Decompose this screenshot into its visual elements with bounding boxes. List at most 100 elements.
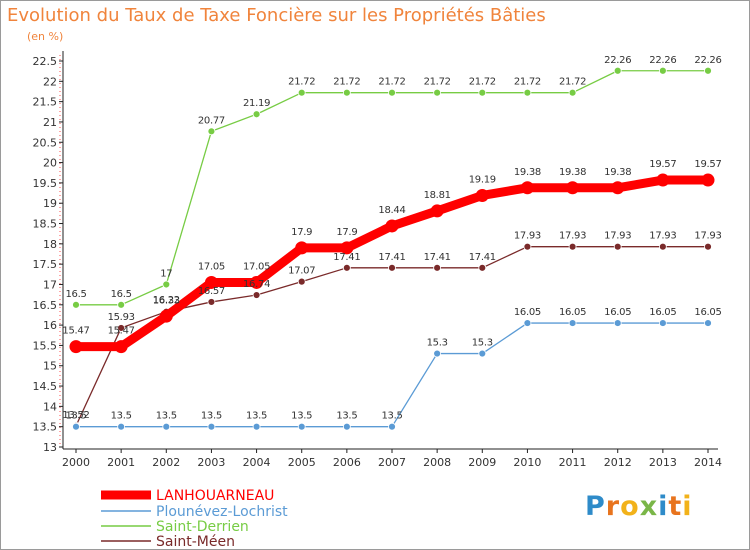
data-point [295, 241, 309, 255]
data-label: 16.05 [649, 307, 676, 318]
data-point [72, 422, 80, 431]
chart-title: Evolution du Taux de Taxe Foncière sur l… [7, 5, 546, 26]
data-point [204, 275, 218, 289]
data-point [704, 66, 712, 75]
data-label: 21.72 [288, 77, 315, 88]
data-label: 21.72 [333, 77, 360, 88]
data-point [117, 324, 126, 332]
data-label: 19.38 [604, 167, 631, 178]
data-point [207, 298, 216, 306]
data-point [388, 422, 396, 431]
data-point [568, 242, 577, 251]
data-label: 16.74 [243, 279, 270, 290]
x-tick-label: 2014 [694, 456, 722, 469]
y-tick-label: 22.5 [33, 55, 58, 68]
x-tick-label: 2011 [559, 456, 587, 469]
legend-label: LANHOUARNEAU [156, 488, 274, 504]
data-label: 13.5 [246, 411, 267, 422]
y-tick-label: 18 [43, 238, 57, 251]
legend: LANHOUARNEAUPlounévez-LochristSaint-Derr… [101, 488, 288, 549]
x-tick-label: 2000 [62, 456, 90, 469]
data-label: 15.47 [108, 326, 135, 337]
x-tick-label: 2010 [513, 456, 541, 469]
data-label: 19.57 [694, 159, 721, 170]
data-point [297, 277, 306, 286]
data-point [704, 242, 712, 251]
data-label: 16.05 [559, 307, 586, 318]
data-point [613, 66, 622, 75]
data-point [658, 319, 667, 327]
data-label: 13.5 [336, 411, 357, 422]
y-tick-label: 19.5 [33, 177, 58, 190]
data-point [611, 181, 625, 195]
data-point [342, 263, 351, 272]
x-tick-label: 2005 [288, 456, 316, 469]
x-tick-label: 2012 [604, 456, 632, 469]
y-tick-label: 15.5 [33, 339, 58, 352]
data-point [478, 263, 487, 272]
y-tick-label: 22 [43, 75, 57, 88]
data-point [117, 422, 126, 431]
data-point [523, 319, 532, 327]
data-point [613, 319, 622, 327]
y-tick-label: 19 [43, 197, 57, 210]
y-tick-label: 21 [43, 116, 57, 129]
x-tick-label: 2004 [243, 456, 271, 469]
data-point [252, 110, 261, 119]
logo-letter: x [639, 491, 659, 522]
data-label: 13.5 [291, 411, 312, 422]
y-tick-label: 13.5 [33, 421, 58, 434]
y-tick-label: 20.5 [33, 136, 58, 149]
data-label: 21.72 [559, 77, 586, 88]
data-label: 15.47 [62, 326, 89, 337]
logo-letter: t [668, 491, 683, 522]
data-point [252, 422, 261, 431]
x-tick-label: 2008 [423, 456, 451, 469]
data-point [342, 88, 351, 97]
data-point [658, 66, 667, 75]
y-axis-unit-label: (en %) [27, 30, 64, 43]
data-point [523, 242, 532, 251]
axes [59, 51, 718, 450]
y-tick-label: 16 [43, 319, 57, 332]
data-point [342, 422, 351, 431]
data-label: 15.93 [108, 312, 135, 323]
data-label: 17.07 [288, 266, 315, 277]
data-point [523, 88, 532, 97]
data-point [430, 204, 444, 218]
y-axis-ticks: 13 13.5 14 14.5 15 15.5 16 16.5 17 17.5 18 18.5 19 19… [33, 55, 63, 454]
data-label: 17.41 [378, 252, 405, 263]
logo-letter: o [620, 491, 640, 522]
logo-letter: i [682, 491, 693, 522]
data-label: 17.05 [243, 261, 270, 272]
y-tick-label: 20 [43, 157, 57, 170]
data-label: 19.19 [469, 174, 496, 185]
data-label: 21.72 [514, 77, 541, 88]
data-point [252, 291, 261, 299]
x-tick-label: 2006 [333, 456, 361, 469]
proxiti-logo: Proxiti [585, 491, 693, 522]
data-label: 21.72 [469, 77, 496, 88]
data-label: 17.05 [198, 261, 225, 272]
data-point [69, 340, 83, 354]
data-point [701, 173, 715, 187]
data-point [207, 422, 216, 431]
logo-letter: P [585, 491, 606, 522]
x-tick-label: 2003 [197, 456, 225, 469]
data-label: 19.57 [649, 159, 676, 170]
data-point [114, 340, 128, 354]
data-label: 13.5 [201, 411, 222, 422]
data-label: 21.72 [378, 77, 405, 88]
data-label: 17 [160, 268, 172, 279]
logo-letter: i [658, 491, 669, 522]
y-tick-label: 17 [43, 278, 57, 291]
data-label: 22.26 [604, 55, 631, 66]
data-label: 17.41 [469, 252, 496, 263]
data-label: 21.72 [424, 77, 451, 88]
data-label: 13.5 [111, 411, 132, 422]
y-tick-label: 15 [43, 360, 57, 373]
x-tick-label: 2002 [152, 456, 180, 469]
data-point [613, 242, 622, 251]
data-labels: 13.52 15.93 16.33 16.57 16.74 17.07 17.41 17.41… [62, 55, 721, 422]
data-point [159, 309, 173, 323]
